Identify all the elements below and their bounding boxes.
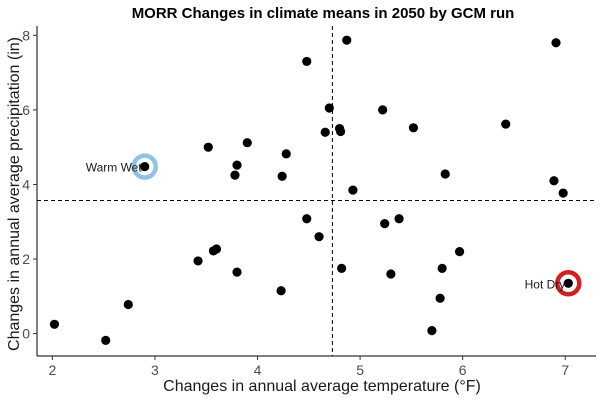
- data-point: [337, 263, 347, 273]
- data-point: [123, 299, 133, 310]
- data-point: [211, 244, 222, 254]
- data-point: [454, 246, 465, 257]
- data-point: [230, 170, 240, 180]
- y-tick-label: 2: [22, 251, 30, 267]
- data-point: [386, 269, 396, 279]
- data-point: [563, 278, 573, 288]
- x-tick-label: 7: [561, 362, 569, 378]
- data-point: [101, 335, 111, 345]
- data-point: [408, 123, 419, 133]
- data-point: [394, 214, 404, 224]
- data-point: [314, 232, 324, 242]
- x-tick-label: 2: [48, 362, 56, 378]
- chart-title: MORR Changes in climate means in 2050 by…: [132, 5, 515, 22]
- reference-lines: [37, 26, 596, 356]
- y-tick-label: 6: [22, 102, 30, 118]
- data-point: [551, 38, 561, 48]
- data-point: [232, 160, 242, 170]
- data-point: [440, 169, 450, 179]
- y-tick-label: 4: [22, 176, 30, 192]
- data-point: [380, 219, 390, 229]
- data-point: [501, 119, 511, 129]
- data-points: [49, 35, 573, 345]
- data-point: [435, 293, 445, 303]
- y-tick-label: 8: [22, 27, 30, 43]
- data-point: [427, 326, 437, 336]
- data-point: [49, 319, 60, 329]
- data-point: [320, 127, 330, 137]
- x-tick-label: 5: [356, 362, 364, 378]
- x-tick-label: 4: [254, 362, 262, 378]
- highlight-ring: [131, 153, 158, 180]
- data-point: [378, 105, 388, 115]
- x-tick-label: 6: [459, 362, 467, 378]
- axes: 2 3 4 5 6 7 0 2 4 6 8: [22, 26, 596, 378]
- y-tick-label: 0: [22, 326, 30, 342]
- data-point: [232, 267, 242, 277]
- highlight-markers: Warm Wet Hot Dry: [86, 153, 582, 297]
- data-point: [437, 263, 447, 273]
- data-point: [302, 56, 312, 67]
- highlight-ring: [555, 270, 582, 297]
- y-axis-label: Changes in annual average precipitation …: [6, 37, 23, 351]
- data-point: [242, 138, 252, 148]
- data-point: [203, 142, 213, 152]
- data-point: [336, 126, 346, 137]
- x-axis-label: Changes in annual average temperature (°…: [163, 378, 481, 395]
- data-point: [281, 149, 291, 159]
- highlight-label: Warm Wet: [86, 161, 143, 175]
- data-point: [549, 176, 559, 186]
- data-point: [140, 161, 150, 172]
- data-point: [558, 188, 568, 198]
- highlight-label: Hot Dry: [525, 277, 566, 291]
- data-point: [348, 185, 358, 195]
- data-point: [193, 256, 203, 266]
- data-point: [342, 35, 352, 45]
- data-point: [276, 286, 286, 296]
- data-point: [324, 103, 334, 113]
- data-point: [277, 171, 287, 181]
- x-tick-label: 3: [151, 362, 159, 378]
- y-axis-label-group: Changes in annual average precipitation …: [6, 37, 23, 351]
- data-point: [302, 214, 312, 224]
